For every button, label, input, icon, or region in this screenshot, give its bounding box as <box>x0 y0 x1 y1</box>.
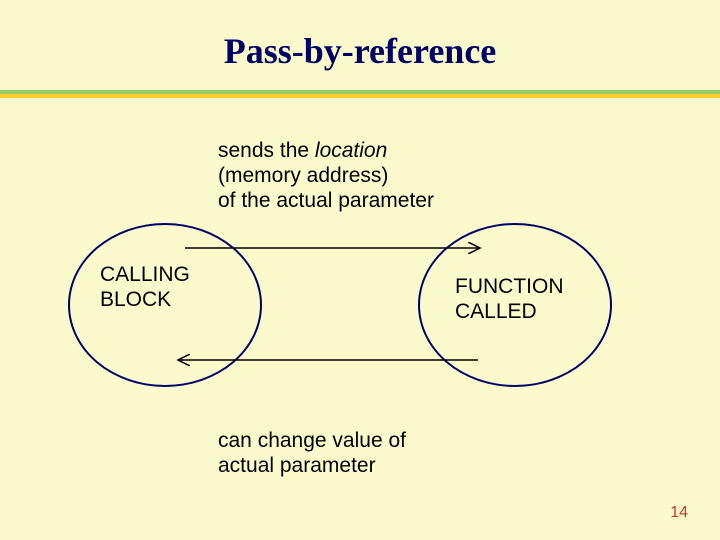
page-number: 14 <box>670 504 688 522</box>
slide-title: Pass-by-reference <box>0 30 720 72</box>
desc-top-italic: location <box>315 139 387 162</box>
calling-block-label-line2: BLOCK <box>100 287 190 312</box>
desc-top-line1-a: sends the <box>218 139 315 162</box>
description-top: sends the location (memory address) of t… <box>218 138 434 214</box>
desc-top-line2: (memory address) <box>218 163 434 188</box>
calling-block-label: CALLING BLOCK <box>100 262 190 312</box>
function-called-label: FUNCTION CALLED <box>455 274 564 324</box>
function-called-label-line2: CALLED <box>455 299 564 324</box>
function-called-label-line1: FUNCTION <box>455 274 564 299</box>
calling-block-label-line1: CALLING <box>100 262 190 287</box>
desc-top-line3: of the actual parameter <box>218 188 434 213</box>
description-bottom: can change value of actual parameter <box>218 428 406 478</box>
divider-bottom <box>0 94 720 98</box>
desc-bottom-line1: can change value of <box>218 428 406 453</box>
desc-bottom-line2: actual parameter <box>218 453 406 478</box>
